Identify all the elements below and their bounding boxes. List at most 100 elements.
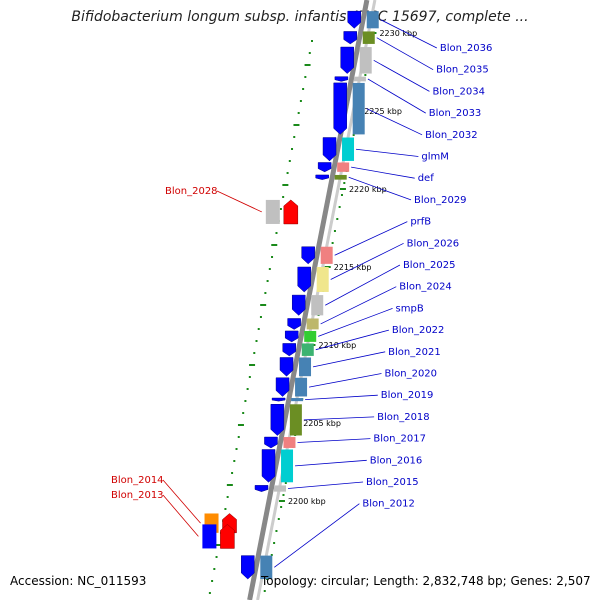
gc-dot [275, 530, 278, 532]
gc-dot [266, 280, 269, 282]
gene-label-prfb[interactable]: prfB [410, 217, 431, 228]
gene-blon-2019[interactable] [271, 397, 304, 402]
gene-category-box [265, 199, 280, 224]
gene-arrow [282, 343, 297, 357]
gene-label-blon-2014[interactable]: Blon_2014 [111, 475, 164, 486]
tick-label-2220: 2220 kbp [349, 185, 387, 194]
gene-arrow [297, 266, 311, 293]
label-leader [318, 308, 393, 337]
gc-dot [311, 40, 313, 42]
gene-blon-2013[interactable] [202, 524, 235, 549]
gene-blon-2032[interactable] [333, 82, 365, 135]
gene-category-box [334, 174, 347, 180]
gene-blon-2033[interactable] [334, 76, 366, 82]
gene-label-blon-2032[interactable]: Blon_2032 [425, 130, 478, 141]
gc-dot [277, 518, 280, 520]
gene-label-blon-2029[interactable]: Blon_2029 [414, 195, 467, 206]
gene-blon-2012[interactable] [241, 555, 273, 580]
gene-label-blon-2015[interactable]: Blon_2015 [366, 477, 419, 488]
gene-blon-2022[interactable] [282, 343, 314, 357]
gene-blon-2017[interactable] [264, 436, 296, 449]
gene-label-blon-2033[interactable]: Blon_2033 [429, 108, 482, 119]
gene-label-blon-2013[interactable]: Blon_2013 [111, 490, 164, 501]
gene-arrow [315, 174, 329, 180]
gc-dot [343, 182, 346, 184]
gene-def[interactable] [317, 162, 350, 173]
gc-dot [237, 424, 244, 426]
gene-blon-2029[interactable] [315, 174, 347, 180]
gene-blon-2016[interactable] [261, 449, 294, 483]
label-leader [351, 166, 415, 179]
gc-dot [331, 242, 334, 244]
gene-blon-2021[interactable] [279, 357, 312, 377]
topology-text: Topology: circular; Length: 2,832,748 bp… [261, 574, 591, 588]
gene-smpb[interactable] [284, 330, 317, 343]
gene-arrow [334, 76, 349, 82]
gene-arrow [343, 31, 358, 45]
tick-label-2200: 2200 kbp [288, 497, 326, 506]
gene-arrow [284, 330, 299, 343]
gene-category-box [304, 330, 317, 342]
gene-label-blon-2018[interactable]: Blon_2018 [377, 412, 430, 423]
gc-dot [248, 376, 251, 378]
tick-label-2205: 2205 kbp [303, 419, 341, 428]
label-leader [373, 59, 430, 92]
gene-arrow [220, 524, 235, 549]
gene-arrow [275, 377, 290, 397]
label-leader [376, 37, 434, 71]
gene-label-blon-2028[interactable]: Blon_2028 [165, 186, 218, 197]
label-leader [366, 108, 423, 136]
gene-category-box [366, 11, 379, 29]
gene-blon-2018[interactable] [270, 404, 302, 436]
gc-dot [288, 160, 291, 162]
gene-label-blon-2021[interactable]: Blon_2021 [388, 347, 441, 358]
gene-blon-2028[interactable] [265, 199, 299, 225]
gene-label-blon-2036[interactable]: Blon_2036 [440, 43, 493, 54]
label-leader [308, 373, 382, 388]
gene-label-blon-2020[interactable]: Blon_2020 [384, 369, 437, 380]
backbone-line [247, 0, 370, 600]
gene-label-glmm[interactable]: glmM [421, 152, 449, 163]
gc-dot [226, 484, 233, 486]
gene-blon-2035[interactable] [343, 31, 375, 45]
gene-label-blon-2026[interactable]: Blon_2026 [407, 238, 460, 249]
gene-label-smpb[interactable]: smpB [396, 303, 424, 314]
gene-label-blon-2034[interactable]: Blon_2034 [432, 86, 485, 97]
gene-label-blon-2022[interactable]: Blon_2022 [392, 325, 445, 336]
gene-blon-2024[interactable] [287, 318, 319, 330]
gene-label-blon-2012[interactable]: Blon_2012 [362, 499, 415, 510]
gene-blon-2020[interactable] [275, 377, 308, 397]
gene-blon-2036[interactable] [347, 10, 379, 29]
label-leader [320, 286, 397, 325]
gene-category-box [316, 267, 329, 292]
gc-dot [291, 148, 294, 150]
gene-label-blon-2025[interactable]: Blon_2025 [403, 260, 456, 271]
label-leader [216, 190, 262, 213]
gene-category-box [291, 398, 304, 402]
gc-dot [215, 556, 218, 558]
label-leader [315, 329, 389, 351]
gc-dot [213, 568, 216, 570]
gene-label-blon-2016[interactable]: Blon_2016 [370, 455, 423, 466]
gene-label-blon-2035[interactable]: Blon_2035 [436, 65, 489, 76]
gene-blon-2026[interactable] [297, 266, 329, 293]
gene-category-box [283, 437, 296, 448]
gene-label-blon-2019[interactable]: Blon_2019 [381, 390, 434, 401]
gene-blon-2025[interactable] [291, 294, 324, 316]
gc-dot [286, 172, 289, 174]
gene-arrow [254, 485, 269, 492]
label-leader [162, 494, 199, 537]
gc-dot [336, 218, 339, 220]
gc-dot [259, 316, 262, 318]
gene-label-blon-2024[interactable]: Blon_2024 [399, 282, 452, 293]
gene-glmm[interactable] [322, 137, 355, 162]
gene-label-def[interactable]: def [418, 173, 435, 184]
gene-category-box [202, 524, 217, 549]
gene-category-box [337, 162, 350, 172]
gene-label-blon-2017[interactable]: Blon_2017 [373, 434, 426, 445]
accession-text: Accession: NC_011593 [10, 574, 147, 588]
gene-blon-2015[interactable] [254, 485, 287, 492]
gene-blon-2034[interactable] [340, 46, 372, 74]
gene-prfb[interactable] [301, 246, 333, 265]
gc-dot [255, 340, 258, 342]
